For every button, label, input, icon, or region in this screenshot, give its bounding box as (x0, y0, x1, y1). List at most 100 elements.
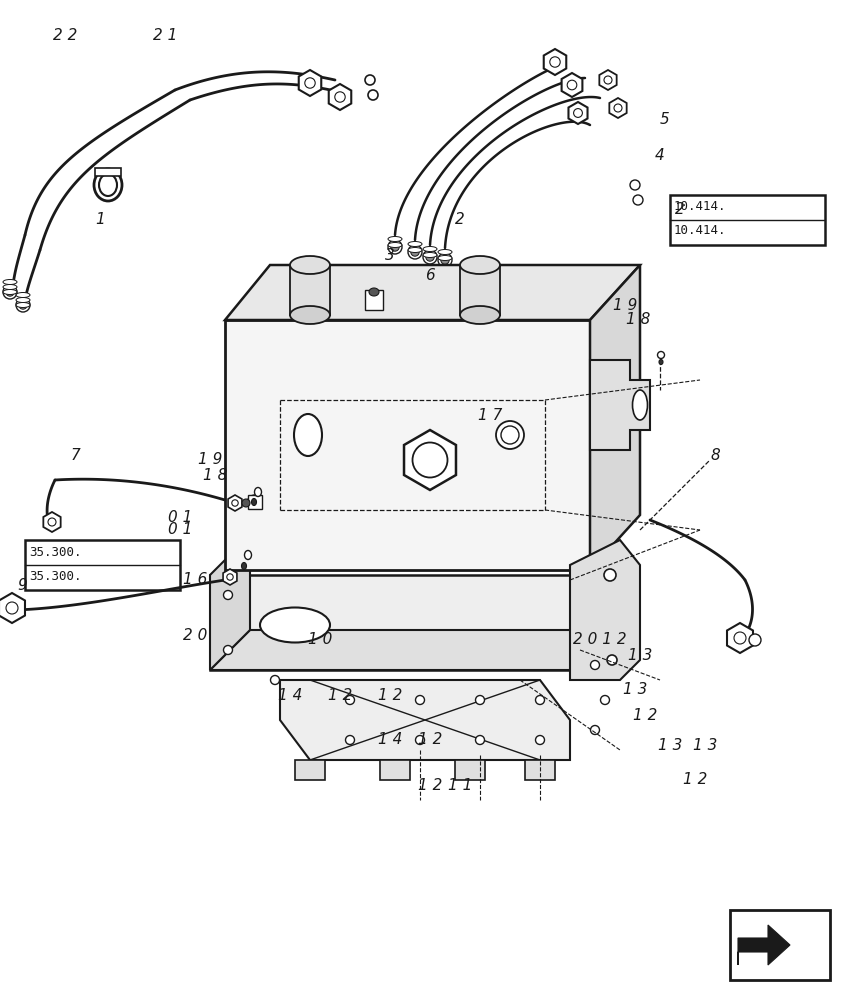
Polygon shape (210, 575, 580, 670)
Ellipse shape (573, 109, 583, 117)
Polygon shape (738, 925, 790, 965)
Polygon shape (228, 495, 242, 511)
Ellipse shape (501, 426, 519, 444)
Ellipse shape (388, 236, 402, 241)
Text: 10.414.: 10.414. (674, 225, 727, 237)
Bar (670, 195, 825, 245)
Ellipse shape (426, 253, 435, 261)
Ellipse shape (335, 92, 345, 102)
Ellipse shape (423, 252, 437, 257)
Ellipse shape (6, 288, 14, 296)
Ellipse shape (365, 75, 375, 85)
Bar (455, 760, 485, 780)
Text: 1: 1 (95, 213, 105, 228)
Text: 0 1: 0 1 (168, 522, 193, 538)
Polygon shape (544, 49, 567, 75)
Ellipse shape (255, 488, 262, 496)
Polygon shape (225, 265, 640, 320)
Ellipse shape (734, 632, 746, 644)
Ellipse shape (16, 292, 30, 298)
Ellipse shape (3, 285, 17, 299)
Ellipse shape (260, 607, 330, 643)
Text: 1 3: 1 3 (693, 738, 717, 752)
Polygon shape (0, 593, 25, 623)
Ellipse shape (536, 736, 544, 744)
Text: 6: 6 (425, 267, 435, 282)
Ellipse shape (418, 448, 442, 472)
Ellipse shape (3, 284, 17, 290)
Ellipse shape (460, 256, 500, 274)
Ellipse shape (227, 574, 233, 580)
Polygon shape (590, 360, 650, 450)
Ellipse shape (16, 298, 30, 302)
Text: 2 0: 2 0 (183, 628, 207, 643)
Ellipse shape (305, 78, 315, 88)
Text: 1 2: 1 2 (417, 732, 442, 748)
Text: 1 2: 1 2 (633, 708, 657, 722)
Text: 2 2: 2 2 (53, 27, 78, 42)
Text: 3: 3 (385, 247, 394, 262)
Text: 0 1: 0 1 (168, 510, 193, 524)
Text: 1 3: 1 3 (658, 738, 682, 752)
Ellipse shape (496, 421, 524, 449)
Text: 1 3: 1 3 (628, 648, 652, 662)
Ellipse shape (94, 169, 122, 201)
Polygon shape (43, 512, 60, 532)
Ellipse shape (567, 80, 577, 90)
Ellipse shape (408, 241, 422, 246)
Ellipse shape (346, 696, 354, 704)
Ellipse shape (423, 250, 437, 264)
Polygon shape (290, 265, 330, 315)
Ellipse shape (290, 306, 330, 324)
Text: 2: 2 (455, 213, 465, 228)
Ellipse shape (19, 301, 27, 309)
Text: 1 6: 1 6 (183, 572, 207, 587)
Text: 7: 7 (70, 448, 80, 462)
Text: 2: 2 (675, 202, 685, 218)
Ellipse shape (412, 442, 447, 478)
Ellipse shape (232, 500, 239, 506)
Ellipse shape (368, 90, 378, 100)
Ellipse shape (601, 696, 609, 704)
Polygon shape (404, 430, 456, 490)
Ellipse shape (630, 180, 640, 190)
Ellipse shape (749, 634, 761, 646)
Polygon shape (570, 540, 640, 680)
Ellipse shape (633, 195, 643, 205)
Bar (95, 168, 121, 176)
Text: 35.300.: 35.300. (29, 546, 82, 558)
Text: 4: 4 (655, 147, 665, 162)
Ellipse shape (607, 655, 617, 665)
Ellipse shape (411, 248, 419, 256)
Polygon shape (460, 265, 500, 315)
Ellipse shape (3, 279, 17, 284)
Bar (25, 540, 180, 590)
Text: 2 1: 2 1 (153, 27, 177, 42)
Polygon shape (568, 102, 588, 124)
Ellipse shape (604, 569, 616, 581)
Text: 1 7: 1 7 (478, 408, 502, 422)
Ellipse shape (614, 104, 622, 112)
Polygon shape (210, 630, 625, 670)
Bar (248, 495, 262, 509)
Ellipse shape (438, 249, 452, 254)
Bar (525, 760, 555, 780)
Bar (730, 910, 830, 980)
Polygon shape (225, 320, 590, 570)
Polygon shape (609, 98, 627, 118)
Ellipse shape (475, 696, 485, 704)
Ellipse shape (248, 495, 262, 505)
Polygon shape (223, 569, 237, 585)
Polygon shape (561, 73, 583, 97)
Text: 1 1: 1 1 (448, 778, 472, 792)
Ellipse shape (438, 255, 452, 260)
Ellipse shape (369, 288, 379, 296)
Text: 10.414.: 10.414. (674, 200, 727, 214)
Polygon shape (299, 70, 321, 96)
Polygon shape (590, 265, 640, 570)
Ellipse shape (290, 256, 330, 274)
Ellipse shape (659, 360, 663, 364)
Ellipse shape (391, 243, 400, 251)
Ellipse shape (245, 550, 251, 560)
Bar (380, 760, 410, 780)
